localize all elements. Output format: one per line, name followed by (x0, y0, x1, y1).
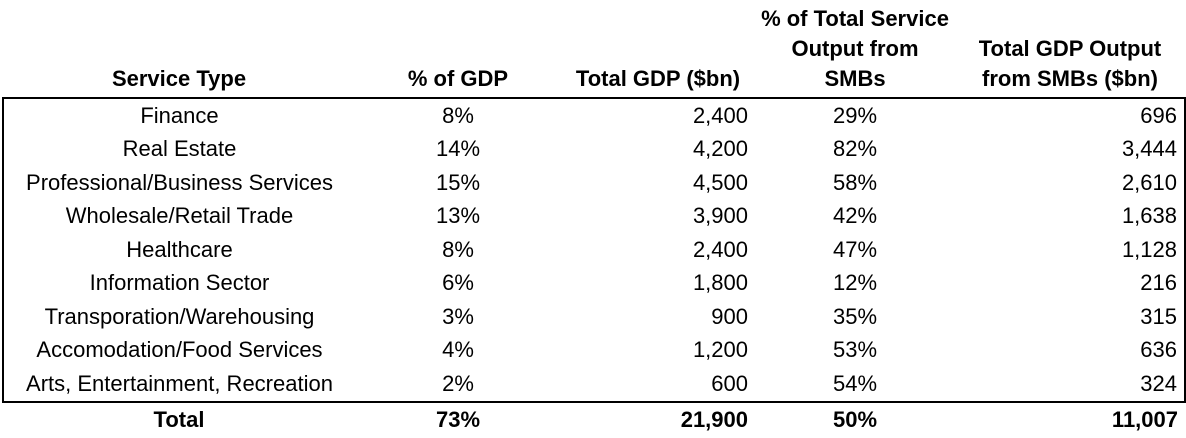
cell-service-type: Professional/Business Services (26, 169, 333, 195)
cell-pct-smb: 29% (832, 102, 878, 128)
total-label: Total (153, 407, 205, 432)
cell-pct-smb: 42% (832, 203, 878, 229)
cell-service-type: Information Sector (89, 270, 270, 296)
cell-total-gdp: 1,800 (692, 270, 748, 296)
total-gdp: 21,900 (680, 407, 748, 432)
cell-service-type: Finance (140, 102, 219, 128)
cell-total-gdp: 4,200 (692, 136, 748, 162)
cell-service-type: Real Estate (122, 136, 237, 162)
cell-pct-gdp: 15% (435, 169, 481, 195)
cell-smb-output: 1,638 (1121, 203, 1177, 229)
cell-smb-output: 1,128 (1121, 236, 1177, 262)
cell-pct-gdp: 2% (442, 370, 474, 396)
table-row-real-estate: Real Estate 14% 4,200 82% 3,444 (3, 133, 1185, 167)
cell-pct-gdp: 14% (435, 136, 481, 162)
cell-smb-output: 2,610 (1121, 169, 1177, 195)
cell-pct-gdp: 8% (442, 102, 474, 128)
cell-service-type: Transporation/Warehousing (44, 303, 315, 329)
table-row-transportation-warehousing: Transporation/Warehousing 3% 900 35% 315 (3, 300, 1185, 334)
cell-pct-smb: 82% (832, 136, 878, 162)
cell-total-gdp: 2,400 (692, 102, 748, 128)
table-row-finance: Finance 8% 2,400 29% 696 (3, 98, 1185, 133)
cell-pct-smb: 58% (832, 169, 878, 195)
table-row-healthcare: Healthcare 8% 2,400 47% 1,128 (3, 233, 1185, 267)
cell-pct-smb: 47% (832, 236, 878, 262)
cell-service-type: Healthcare (126, 236, 233, 262)
table-row-arts-entertainment-recreation: Arts, Entertainment, Recreation 2% 600 5… (3, 367, 1185, 402)
table-body: Finance 8% 2,400 29% 696 Real Estate 14%… (3, 98, 1185, 402)
total-pct-gdp: 73% (435, 407, 481, 432)
cell-pct-gdp: 6% (442, 270, 474, 296)
table-row-information-sector: Information Sector 6% 1,800 12% 216 (3, 267, 1185, 301)
cell-pct-smb: 53% (832, 337, 878, 363)
cell-total-gdp: 1,200 (692, 337, 748, 363)
cell-pct-gdp: 8% (442, 236, 474, 262)
cell-pct-gdp: 3% (442, 303, 474, 329)
table-row-wholesale-retail-trade: Wholesale/Retail Trade 13% 3,900 42% 1,6… (3, 200, 1185, 234)
cell-pct-smb: 12% (832, 270, 878, 296)
cell-smb-output: 696 (1140, 102, 1177, 128)
cell-pct-smb: 54% (832, 370, 878, 396)
total-smb-output: 11,007 (1111, 407, 1178, 432)
col-header-service-type: Service Type (111, 66, 247, 91)
cell-service-type: Wholesale/Retail Trade (65, 203, 294, 229)
cell-total-gdp: 900 (711, 303, 748, 329)
table-row-professional-business-services: Professional/Business Services 15% 4,500… (3, 166, 1185, 200)
cell-smb-output: 3,444 (1121, 136, 1177, 162)
cell-total-gdp: 3,900 (692, 203, 748, 229)
cell-smb-output: 216 (1140, 270, 1177, 296)
header-row: Service Type % of GDP Total GDP ($bn) % … (3, 0, 1185, 98)
table-footer: Total 73% 21,900 50% 11,007 (3, 402, 1185, 438)
cell-smb-output: 324 (1140, 370, 1177, 396)
cell-total-gdp: 4,500 (692, 169, 748, 195)
cell-smb-output: 315 (1140, 303, 1177, 329)
cell-pct-smb: 35% (832, 303, 878, 329)
total-row: Total 73% 21,900 50% 11,007 (3, 402, 1185, 438)
cell-service-type: Accomodation/Food Services (36, 337, 323, 363)
col-header-total-gdp-output-smbs: Total GDP Output from SMBs ($bn) (978, 36, 1162, 91)
cell-total-gdp: 600 (711, 370, 748, 396)
cell-smb-output: 636 (1140, 337, 1177, 363)
total-pct-smb: 50% (832, 407, 878, 432)
col-header-total-gdp: Total GDP ($bn) (575, 66, 741, 91)
cell-pct-gdp: 13% (435, 203, 481, 229)
cell-pct-gdp: 4% (442, 337, 474, 363)
col-header-pct-service-output-smbs: % of Total Service Output from SMBs (761, 6, 949, 91)
table-header: Service Type % of GDP Total GDP ($bn) % … (3, 0, 1185, 98)
col-header-pct-of-gdp: % of GDP (407, 66, 509, 91)
cell-service-type: Arts, Entertainment, Recreation (26, 370, 333, 396)
table-row-accommodation-food-services: Accomodation/Food Services 4% 1,200 53% … (3, 334, 1185, 368)
cell-total-gdp: 2,400 (692, 236, 748, 262)
